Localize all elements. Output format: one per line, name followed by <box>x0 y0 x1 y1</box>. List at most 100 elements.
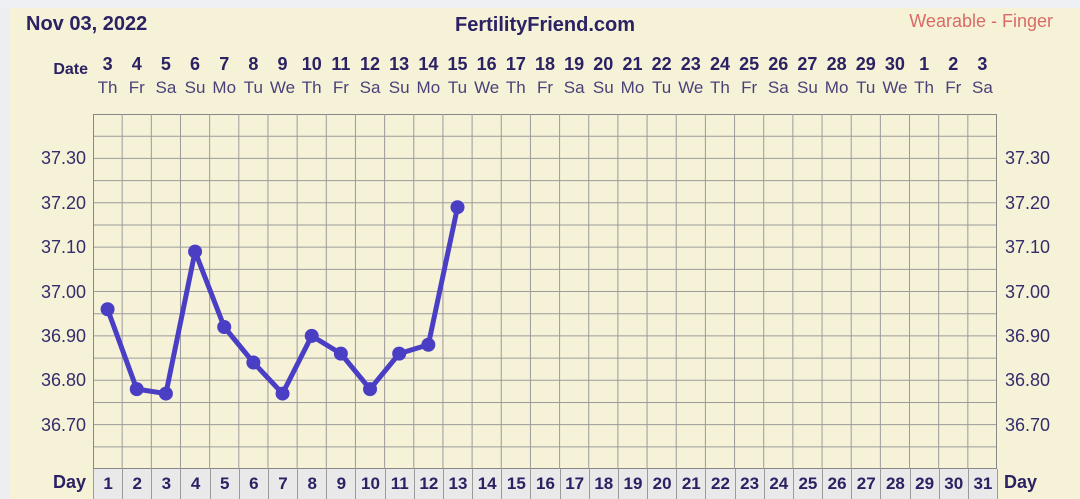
weekday-label: Sa <box>972 78 993 97</box>
day-cell[interactable]: 27 <box>852 469 882 499</box>
date-number: 17 <box>505 53 526 74</box>
day-cell[interactable]: 22 <box>706 469 736 499</box>
weekday-label: Su <box>797 78 818 97</box>
temp-dot[interactable] <box>450 200 465 215</box>
weekday-label: Mo <box>620 78 645 97</box>
day-cell[interactable]: 26 <box>823 469 853 499</box>
day-cell[interactable]: 20 <box>648 469 678 499</box>
date-number: 4 <box>131 53 142 74</box>
date-number: 30 <box>884 53 905 74</box>
day-cell[interactable]: 14 <box>473 469 503 499</box>
temp-dot[interactable] <box>275 386 290 401</box>
date-number: 26 <box>768 53 789 74</box>
date-number: 12 <box>360 53 381 74</box>
weekday-label: Tu <box>243 78 263 97</box>
day-cell[interactable]: 11 <box>386 469 415 499</box>
weekday-label: Su <box>592 78 614 97</box>
day-cell[interactable]: 15 <box>502 469 532 499</box>
day-cell[interactable]: 31 <box>969 469 998 499</box>
date-number: 11 <box>331 53 351 74</box>
day-cell[interactable]: 2 <box>123 469 153 499</box>
date-number-row: 3 4 5 6 7 8 9 10 11 12 13 14 15 16 17 18 19 20 21 22 23 24 25 2… <box>93 52 997 76</box>
day-cell[interactable]: 3 <box>152 469 182 499</box>
date-number: 3 <box>102 53 113 74</box>
temp-dot[interactable] <box>421 337 436 352</box>
temp-dot[interactable] <box>158 386 173 401</box>
date-number: 3 <box>977 53 988 74</box>
weekday-label: Su <box>184 78 206 97</box>
bbt-chart <box>93 114 997 469</box>
day-cell[interactable]: 9 <box>327 469 357 499</box>
date-number: 9 <box>277 53 288 74</box>
weekday-row: Th Fr Sa Su Mo Tu We Th Fr Sa Su Mo Tu We Th Fr Sa Su Mo Tu… <box>93 77 997 99</box>
temp-dot[interactable] <box>246 355 261 370</box>
weekday-label: Tu <box>856 78 876 97</box>
temp-dot[interactable] <box>129 382 144 397</box>
date-number: 19 <box>564 53 585 74</box>
day-cell[interactable]: 7 <box>269 469 299 499</box>
day-cell[interactable]: 21 <box>677 469 707 499</box>
date-number: 18 <box>534 53 555 74</box>
weekday-label: Th <box>301 78 322 97</box>
temp-tick-right: 36.80 <box>1005 370 1051 391</box>
day-cell[interactable]: 5 <box>211 469 240 499</box>
date-number: 25 <box>739 53 760 74</box>
day-cell[interactable]: 10 <box>356 469 386 499</box>
day-cell[interactable]: 24 <box>765 469 794 499</box>
temp-dot[interactable] <box>304 328 319 343</box>
temp-dot[interactable] <box>100 302 115 317</box>
day-cell[interactable]: 19 <box>619 469 649 499</box>
weekday-label: Sa <box>155 78 177 97</box>
weekday-label: Su <box>388 78 410 97</box>
date-number: 20 <box>593 53 614 74</box>
day-cell[interactable]: 8 <box>298 469 328 499</box>
weekday-label: Mo <box>212 78 237 97</box>
weekday-label: Mo <box>416 78 441 97</box>
day-cell[interactable]: 23 <box>736 469 765 499</box>
date-number: 24 <box>709 53 730 74</box>
day-cell[interactable]: 13 <box>444 469 474 499</box>
date-number: 28 <box>826 53 847 74</box>
temp-tick-left: 36.90 <box>40 325 86 346</box>
temp-tick-right: 37.30 <box>1005 148 1051 169</box>
date-number: 7 <box>219 53 230 74</box>
weekday-label: Fr <box>536 78 553 97</box>
chart-date-title: Nov 03, 2022 <box>26 13 148 35</box>
day-cell[interactable]: 30 <box>940 469 969 499</box>
temp-tick-right: 37.10 <box>1005 237 1051 258</box>
temp-dot[interactable] <box>217 320 232 334</box>
day-cell[interactable]: 17 <box>561 469 590 499</box>
date-number: 16 <box>476 53 497 74</box>
weekday-label: We <box>678 78 704 97</box>
day-cell[interactable]: 12 <box>415 469 444 499</box>
date-number: 1 <box>919 53 930 74</box>
day-cell[interactable]: 18 <box>590 469 619 499</box>
day-cell[interactable]: 25 <box>794 469 824 499</box>
date-axis-label: Date <box>53 61 88 78</box>
weekday-label: Fr <box>945 78 962 97</box>
temp-dot[interactable] <box>363 382 378 397</box>
date-number: 15 <box>447 53 468 74</box>
temp-dot[interactable] <box>188 244 203 259</box>
day-cell[interactable]: 29 <box>911 469 940 499</box>
temp-tick-left: 36.70 <box>40 414 86 435</box>
window-top-strip <box>0 0 1080 8</box>
day-cell[interactable]: 1 <box>94 469 124 499</box>
temp-dot[interactable] <box>392 346 407 361</box>
site-title: FertilityFriend.com <box>454 14 636 36</box>
weekday-label: Th <box>97 78 118 97</box>
weekday-label: We <box>269 78 296 97</box>
day-cell[interactable]: 6 <box>240 469 269 499</box>
weekday-label: Tu <box>652 78 672 97</box>
day-cell[interactable]: 4 <box>181 469 211 499</box>
sensor-mode-label[interactable]: Wearable - Finger <box>909 11 1053 31</box>
date-number: 2 <box>948 53 959 74</box>
day-cell[interactable]: 28 <box>881 469 911 499</box>
weekday-label: Th <box>710 78 730 97</box>
day-cell[interactable]: 16 <box>531 469 561 499</box>
date-number: 22 <box>651 53 672 74</box>
temp-tick-left: 37.10 <box>40 237 86 258</box>
weekday-label: Fr <box>741 78 758 97</box>
weekday-label: Sa <box>563 78 585 97</box>
temp-dot[interactable] <box>333 346 348 361</box>
